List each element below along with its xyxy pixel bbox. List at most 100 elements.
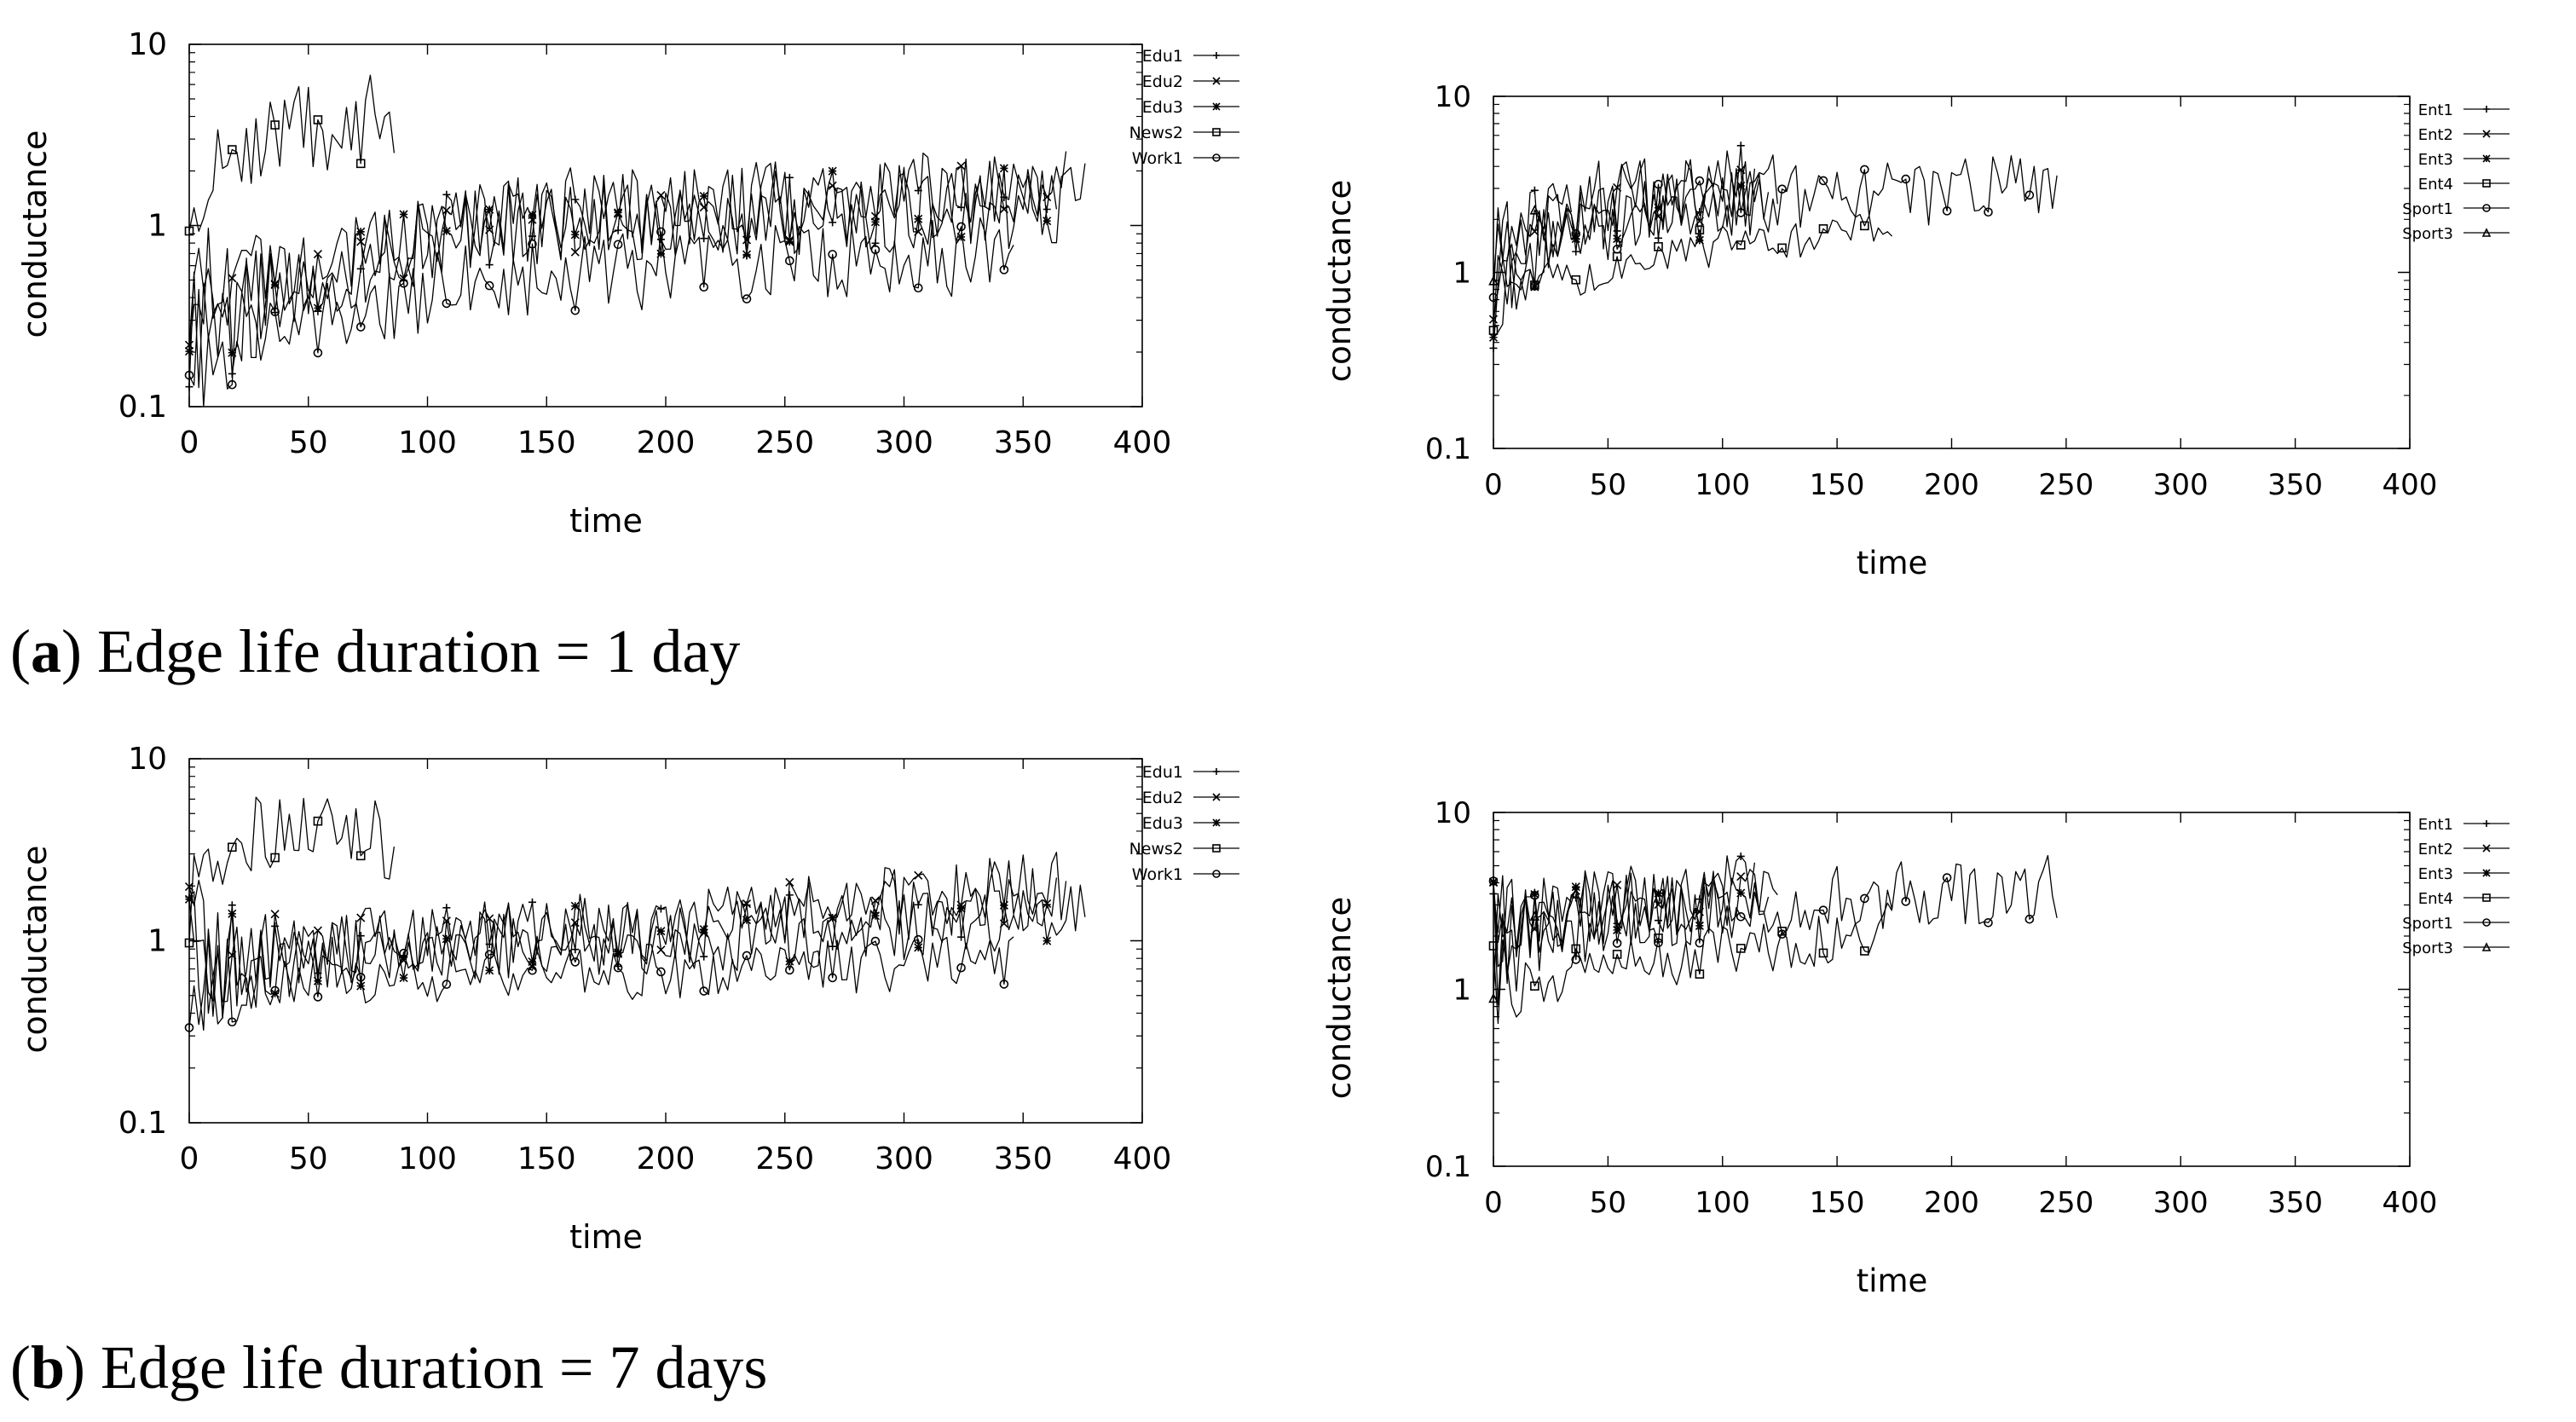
x-tick-label: 200: [637, 425, 696, 460]
legend-marker: [1212, 77, 1221, 85]
data-point: [184, 938, 194, 948]
data-point: [1572, 247, 1580, 256]
data-point: [785, 877, 794, 887]
x-tick-label: 250: [2038, 1186, 2094, 1220]
y-tick-label: 0.1: [1425, 432, 1471, 466]
data-point: [1901, 897, 1911, 906]
data-point: [742, 916, 752, 925]
data-point: [1043, 899, 1052, 908]
data-point: [1818, 224, 1828, 234]
y-tick-label: 1: [147, 924, 167, 959]
data-point: [270, 986, 280, 996]
legend-marker: [2482, 918, 2491, 927]
x-tick-label: 100: [1695, 468, 1750, 502]
data-point: [313, 926, 322, 935]
data-point: [1736, 944, 1746, 953]
data-point: [270, 280, 280, 290]
series-line-Sport1: [1493, 854, 2058, 1006]
data-point: [270, 910, 280, 919]
legend-label: Edu3: [1142, 814, 1183, 833]
data-point: [270, 853, 280, 863]
series-Sport1: [1488, 155, 2058, 303]
data-point: [828, 913, 837, 922]
data-point: [228, 842, 237, 853]
data-point: [570, 305, 580, 315]
x-tick-label: 0: [1484, 468, 1503, 502]
caption-b-open: (: [10, 1333, 31, 1402]
data-point: [870, 936, 881, 946]
legend-marker: [2482, 844, 2491, 853]
data-point: [1571, 955, 1581, 964]
data-point: [1654, 179, 1663, 189]
series-line-Sport3: [1493, 885, 1572, 998]
data-point: [442, 934, 451, 944]
legend-marker: [1212, 153, 1221, 162]
data-point: [1488, 876, 1499, 886]
x-tick-label: 0: [180, 1142, 199, 1176]
data-point: [1488, 292, 1499, 303]
y-axis-label: conductance: [1321, 180, 1358, 382]
data-point: [1571, 234, 1580, 244]
data-point: [2024, 914, 2035, 924]
data-point: [613, 962, 623, 973]
data-point: [485, 205, 494, 214]
data-point: [528, 211, 537, 220]
data-point: [1571, 275, 1581, 285]
data-point: [184, 1023, 194, 1032]
legend-marker: [1212, 128, 1221, 136]
data-point: [999, 164, 1008, 173]
data-point: [1942, 873, 1952, 882]
data-point: [656, 945, 666, 955]
data-point: [700, 952, 708, 961]
data-point: [999, 900, 1008, 910]
data-point: [1613, 925, 1622, 934]
data-point: [1860, 946, 1869, 956]
data-point: [442, 916, 451, 926]
data-point: [785, 957, 794, 966]
data-point: [656, 227, 666, 237]
data-point: [356, 932, 365, 940]
series-News2: [184, 796, 396, 948]
data-point: [570, 918, 580, 928]
legend-label: Ent1: [2418, 101, 2453, 119]
data-point: [270, 120, 280, 130]
plot-frame: [188, 43, 1143, 408]
data-point: [700, 234, 708, 243]
legend-label: Edu3: [1142, 98, 1183, 117]
y-tick-label: 1: [147, 209, 167, 244]
y-tick-label: 10: [1435, 80, 1471, 114]
data-point: [1777, 184, 1787, 194]
legend-marker: [2483, 820, 2490, 827]
data-point: [1695, 225, 1705, 234]
data-point: [355, 322, 366, 332]
data-point: [1654, 242, 1663, 251]
data-point: [1489, 344, 1498, 352]
series-News2: [184, 74, 396, 236]
data-point: [1695, 921, 1704, 931]
legend-label: News2: [1129, 124, 1183, 142]
x-tick-label: 350: [994, 425, 1053, 460]
data-point: [1818, 905, 1828, 915]
legend-label: Ent2: [2418, 841, 2453, 858]
data-point: [1736, 888, 1746, 898]
data-point: [1736, 142, 1745, 150]
chart-b-right: 0 50 100 150 200 250 300 350 400 0.1 1 10 time conduc…: [1321, 796, 2510, 1299]
data-point: [356, 913, 366, 922]
data-point: [570, 230, 580, 240]
legend-marker: [2482, 154, 2491, 163]
x-tick-label: 300: [2153, 1186, 2209, 1220]
series-Ent2: [1488, 154, 1778, 324]
data-point: [442, 980, 452, 989]
data-point: [1530, 981, 1539, 991]
data-point: [785, 891, 794, 899]
x-tick-label: 150: [517, 425, 576, 460]
x-tick-label: 0: [1484, 1186, 1503, 1220]
y-axis-label: conductance: [1321, 897, 1358, 1099]
data-point: [356, 981, 366, 991]
x-tick-label: 50: [1590, 468, 1626, 502]
caption-a-letter: a: [30, 617, 61, 685]
series-Edu3: [184, 163, 1086, 357]
data-point: [1655, 916, 1662, 925]
legend-label: Sport1: [2402, 915, 2453, 933]
